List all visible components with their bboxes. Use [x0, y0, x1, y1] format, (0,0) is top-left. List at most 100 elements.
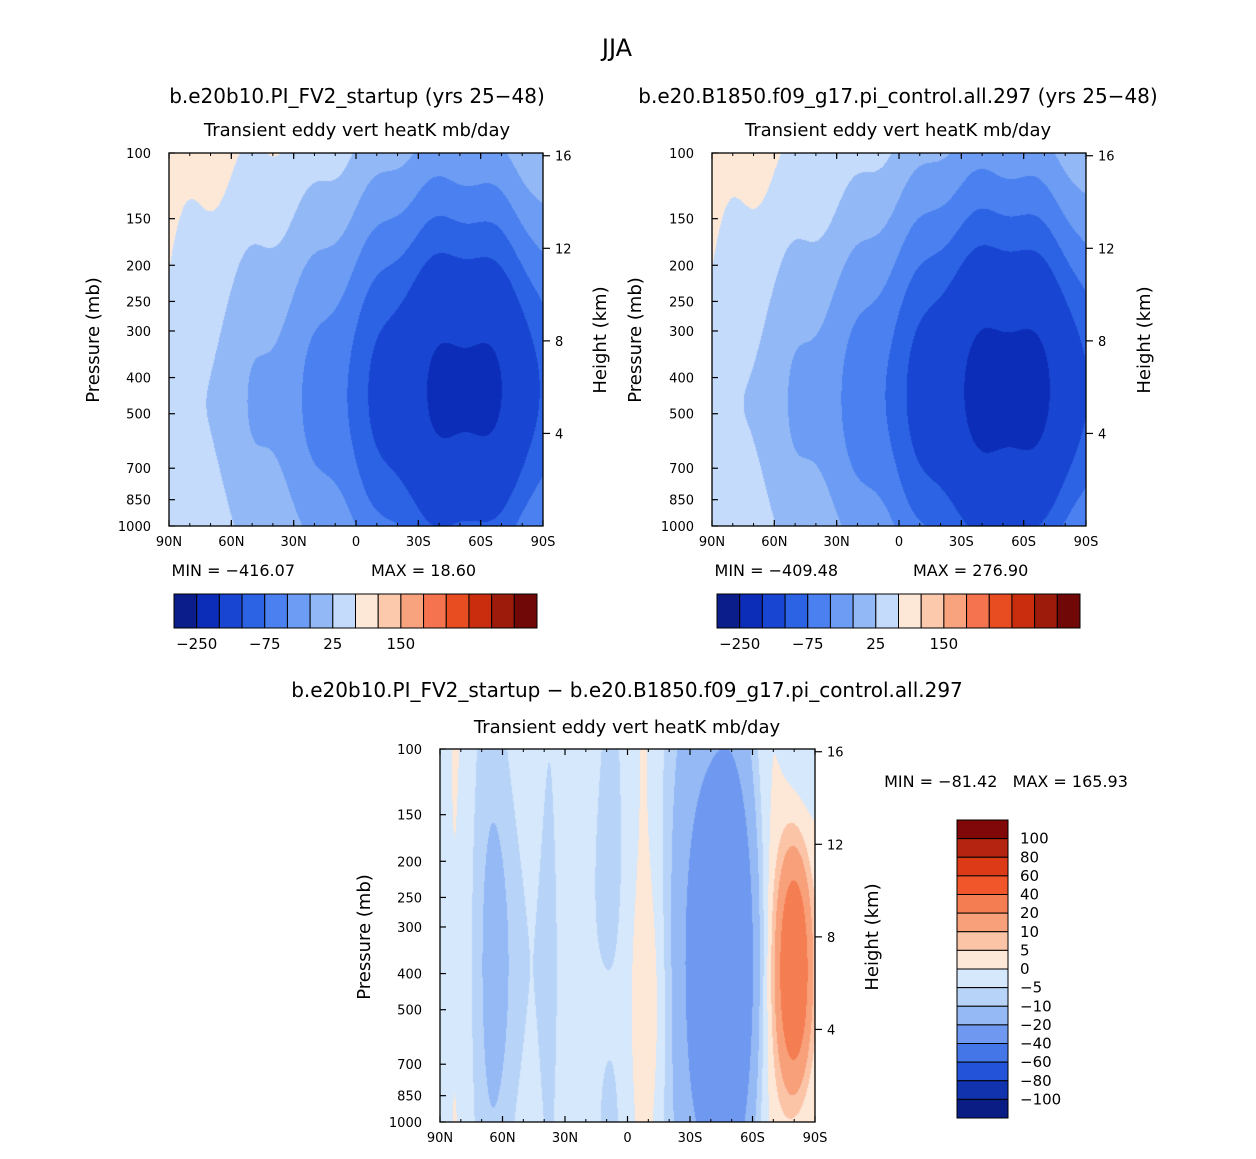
- panel-1-x-axis: 90N 60N 30N 0 30S 60S 90S: [156, 153, 556, 550]
- colorbar-swatch: [829, 593, 854, 629]
- colorbar-label: 10: [1020, 923, 1039, 941]
- y-tick-label: 700: [669, 462, 694, 477]
- x-tick-label: 90S: [531, 535, 556, 550]
- colorbar-swatch: [241, 593, 266, 629]
- x-tick-label: 90N: [156, 535, 182, 550]
- x-tick-label: 0: [352, 535, 360, 550]
- colorbar-swatch: [309, 593, 334, 629]
- y-tick-label: 300: [669, 325, 694, 340]
- colorbar-swatch: [956, 875, 1009, 895]
- x-tick-label: 30N: [552, 1131, 578, 1146]
- colorbar-swatch: [491, 593, 515, 629]
- panel-2-x-axis: 90N 60N 30N 0 30S 60S 90S: [699, 153, 1099, 550]
- colorbar-label: 150: [387, 635, 416, 653]
- colorbar-swatch: [956, 1061, 1009, 1082]
- colorbar-swatch: [956, 1043, 1009, 1063]
- panel-3-y-axis: 100 150 200 250 300 400 500 700 850 1000: [389, 743, 446, 1131]
- y-tick-label: 300: [397, 921, 422, 936]
- colorbar-swatch: [956, 1024, 1009, 1044]
- colorbar-label: 80: [1020, 848, 1039, 866]
- colorbar-swatch: [956, 1005, 1009, 1026]
- y-tick-label: 100: [397, 743, 422, 758]
- panel-1-title: Transient eddy vert heatK mb/day: [203, 120, 511, 141]
- x-tick-label: 30S: [949, 535, 974, 550]
- y-tick-label: 700: [126, 462, 151, 477]
- y-tick-label: 200: [126, 259, 151, 274]
- y-tick-label: 400: [397, 968, 422, 983]
- colorbar-swatch: [956, 838, 1009, 858]
- colorbar-swatch: [956, 931, 1009, 951]
- panel-2-height-label: Height (km): [1134, 286, 1155, 393]
- y-tick-label: 500: [669, 408, 694, 423]
- x-tick-label: 30N: [824, 535, 850, 550]
- panel-1: b.e20b10.PI_FV2_startup (yrs 25−48) Tran…: [83, 84, 611, 653]
- colorbar-swatch: [875, 593, 899, 629]
- colorbar-swatch: [956, 987, 1009, 1007]
- colorbar-swatch: [966, 593, 990, 629]
- colorbar-swatch: [400, 593, 425, 629]
- y-tick-label: 100: [126, 147, 151, 162]
- colorbar-swatch: [943, 593, 968, 629]
- panel-3-title: Transient eddy vert heatK mb/day: [473, 717, 781, 738]
- x-tick-label: 30S: [406, 535, 431, 550]
- colorbar-swatch: [761, 593, 786, 629]
- x-tick-label: 60S: [1011, 535, 1036, 550]
- panel-2-max-label: MAX = 276.90: [913, 561, 1028, 580]
- colorbar-label: −250: [719, 635, 760, 653]
- height-tick-label: 8: [827, 931, 835, 946]
- colorbar-swatch: [739, 593, 763, 629]
- colorbar-label: −40: [1020, 1035, 1052, 1053]
- colorbar-label: −80: [1020, 1072, 1052, 1090]
- x-tick-label: 0: [895, 535, 903, 550]
- x-tick-label: 30N: [281, 535, 307, 550]
- panel-3: b.e20b10.PI_FV2_startup − b.e20.B1850.f0…: [291, 678, 1128, 1146]
- colorbar-swatch: [956, 968, 1009, 989]
- panel-2-height-axis: 16 12 8 4: [1086, 150, 1115, 442]
- colorbar-swatch: [956, 894, 1009, 914]
- x-tick-label: 30S: [678, 1131, 703, 1146]
- panel-1-min-label: MIN = −416.07: [172, 561, 295, 580]
- colorbar-label: −100: [1020, 1090, 1061, 1108]
- panel-2-colorbar: −250 −75 25 150: [716, 593, 1081, 653]
- x-tick-label: 90S: [1074, 535, 1099, 550]
- y-tick-label: 300: [126, 325, 151, 340]
- colorbar-swatch: [423, 593, 447, 629]
- x-tick-label: 0: [623, 1131, 631, 1146]
- y-tick-label: 150: [126, 213, 151, 228]
- height-tick-label: 12: [555, 242, 572, 257]
- colorbar-swatch: [264, 593, 288, 629]
- colorbar-swatch: [1034, 593, 1058, 629]
- panel-2-contour-field: [712, 153, 1086, 526]
- panel-3-contour-field: [440, 749, 815, 1122]
- x-tick-label: 60N: [761, 535, 787, 550]
- colorbar-swatch: [807, 593, 831, 629]
- panel-3-x-axis: 90N 60N 30N 0 30S 60S 90S: [427, 749, 827, 1146]
- y-tick-label: 1000: [661, 520, 694, 535]
- height-tick-label: 8: [555, 335, 563, 350]
- colorbar-label: −75: [249, 635, 281, 653]
- y-tick-label: 1000: [389, 1116, 422, 1131]
- y-tick-label: 150: [397, 809, 422, 824]
- height-tick-label: 4: [827, 1023, 835, 1038]
- colorbar-swatch: [445, 593, 470, 629]
- panel-2: b.e20.B1850.f09_g17.pi_control.all.297 (…: [625, 84, 1158, 653]
- colorbar-swatch: [988, 593, 1013, 629]
- colorbar-swatch: [784, 593, 809, 629]
- panel-1-y-axis: 100 150 200 250 300 400 500 700 850 1000: [118, 147, 175, 535]
- colorbar-swatch: [920, 593, 945, 629]
- colorbar-swatch: [956, 819, 1009, 840]
- y-tick-label: 500: [397, 1004, 422, 1019]
- colorbar-label: 0: [1020, 960, 1030, 978]
- height-tick-label: 16: [555, 150, 572, 165]
- x-tick-label: 60N: [218, 535, 244, 550]
- colorbar-swatch: [956, 856, 1009, 877]
- colorbar-label: 60: [1020, 867, 1039, 885]
- y-tick-label: 200: [669, 259, 694, 274]
- colorbar-label: 25: [323, 635, 342, 653]
- colorbar-swatch: [956, 1098, 1009, 1119]
- panel-2-min-label: MIN = −409.48: [715, 561, 838, 580]
- y-tick-label: 150: [669, 213, 694, 228]
- colorbar-swatch: [355, 593, 379, 629]
